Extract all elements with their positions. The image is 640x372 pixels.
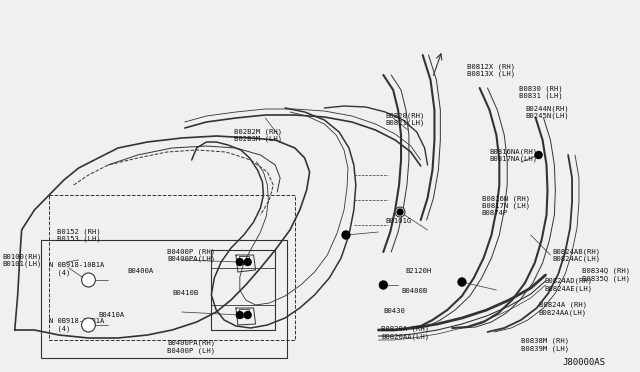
Bar: [42, 240, 287, 358]
Text: B0101G: B0101G: [385, 218, 412, 224]
Text: B0824A (RH)
B0824AA(LH): B0824A (RH) B0824AA(LH): [539, 302, 587, 316]
Circle shape: [396, 208, 404, 216]
Text: B0400PA(RH)
B0400P (LH): B0400PA(RH) B0400P (LH): [167, 340, 215, 354]
Text: J80000AS: J80000AS: [562, 358, 605, 367]
Text: N: N: [86, 277, 90, 282]
Text: B0838M (RH)
B0839M (LH): B0838M (RH) B0839M (LH): [521, 338, 569, 352]
Text: N 0B918-10B1A
  (4): N 0B918-10B1A (4): [49, 262, 104, 276]
Text: B0824AD(RH)
B0824AE(LH): B0824AD(RH) B0824AE(LH): [545, 278, 593, 292]
Text: B0834Q (RH)
B0835Q (LH): B0834Q (RH) B0835Q (LH): [582, 268, 630, 282]
Text: B0400B: B0400B: [401, 288, 428, 294]
Circle shape: [81, 273, 95, 287]
Text: N 0B918-10B1A
  (4): N 0B918-10B1A (4): [49, 318, 104, 331]
Circle shape: [397, 209, 403, 215]
Text: B0830 (RH)
B0831 (LH): B0830 (RH) B0831 (LH): [519, 85, 563, 99]
Bar: [239, 309, 249, 317]
Circle shape: [236, 311, 243, 318]
Text: B02B2M (RH)
B02B3M (LH): B02B2M (RH) B02B3M (LH): [234, 128, 282, 142]
Text: B0820A (RH)
B0820AA(LH): B0820A (RH) B0820AA(LH): [381, 326, 429, 340]
Text: B0816N (RH)
B0817N (LH)
B0874P: B0816N (RH) B0817N (LH) B0874P: [482, 195, 530, 216]
Circle shape: [458, 278, 466, 286]
Circle shape: [236, 259, 243, 266]
Text: B2120H: B2120H: [405, 268, 431, 274]
Text: B0400A: B0400A: [128, 268, 154, 274]
Circle shape: [244, 311, 251, 318]
Circle shape: [342, 231, 350, 239]
Circle shape: [535, 151, 542, 158]
Text: B0820(RH)
B0821(LH): B0820(RH) B0821(LH): [385, 112, 425, 126]
Text: B0410A: B0410A: [99, 312, 125, 318]
Text: B0100(RH)
B0101(LH): B0100(RH) B0101(LH): [2, 253, 42, 267]
Text: B0816NA(RH)
B0817NA(LH): B0816NA(RH) B0817NA(LH): [490, 148, 538, 162]
Circle shape: [395, 207, 405, 217]
Circle shape: [244, 259, 251, 266]
Text: B0152 (RH)
B0153 (LH): B0152 (RH) B0153 (LH): [57, 228, 100, 242]
Bar: [239, 256, 249, 264]
Circle shape: [380, 281, 387, 289]
Text: B0824AB(RH)
B0824AC(LH): B0824AB(RH) B0824AC(LH): [552, 248, 600, 262]
Text: B0400P (RH)
B0400PA(LH): B0400P (RH) B0400PA(LH): [167, 248, 215, 262]
Text: B0812X (RH)
B0813X (LH): B0812X (RH) B0813X (LH): [467, 63, 515, 77]
Text: B0410B: B0410B: [172, 290, 198, 296]
Circle shape: [81, 318, 95, 332]
Text: B0430: B0430: [383, 308, 405, 314]
Text: B0244N(RH)
B0245N(LH): B0244N(RH) B0245N(LH): [526, 105, 570, 119]
Text: N: N: [86, 322, 90, 327]
